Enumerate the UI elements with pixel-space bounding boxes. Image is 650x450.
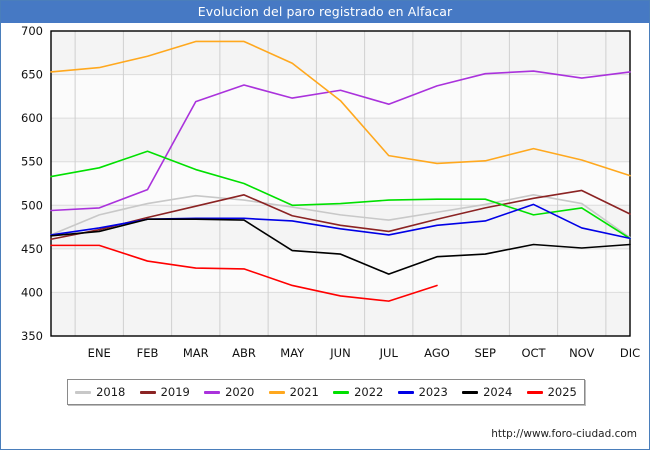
legend-item-label: 2021 [289,385,319,399]
chart-legend: 2018 2019 2020 2021 2022 2023 2024 2025 [67,379,585,405]
legend-item-2024[interactable]: 2024 [462,385,512,399]
x-axis-tick-label: AGO [424,346,450,360]
y-axis-tick-label: 400 [21,285,43,299]
x-axis-tick-label: NOV [569,346,594,360]
legend-item-label: 2020 [225,385,255,399]
legend-color-swatch-icon [526,390,543,394]
legend-item-label: 2024 [483,385,513,399]
legend-item-2021[interactable]: 2021 [268,385,319,399]
legend-item-2025[interactable]: 2025 [526,385,577,399]
legend-color-swatch-icon [397,390,414,394]
legend-item-label: 2022 [354,385,384,399]
y-axis-tick-label: 600 [21,111,43,125]
legend-color-swatch-icon [462,390,479,394]
legend-item-2022[interactable]: 2022 [333,385,383,399]
legend-color-swatch-icon [333,390,350,394]
y-axis-tick-label: 450 [21,242,43,256]
y-axis-tick-label: 650 [21,68,43,82]
line-chart: 350 400 450 500 550 600 650 700 ENE FEB MAR ABR MAY J… [21,24,640,360]
legend-color-swatch-icon [139,390,156,394]
source-url: http://www.foro-ciudad.com [491,428,637,440]
legend-item-2023[interactable]: 2023 [397,385,448,399]
x-axis-tick-label: ENE [88,346,111,360]
legend-item-2018[interactable]: 2018 [75,385,125,399]
page-title: Evolucion del paro registrado en Alfacar [1,1,649,23]
legend-item-label: 2019 [160,385,190,399]
legend-color-swatch-icon [75,390,92,394]
plot-band [51,292,630,336]
plot-area: 350 400 450 500 550 600 650 700 ENE FEB MAR ABR MAY J… [1,23,649,428]
plot-border [50,30,631,337]
series-line-2022 [50,150,631,240]
series-line-2020 [50,70,631,212]
plot-band [51,118,630,162]
legend-color-swatch-icon [204,390,221,394]
legend-item-label: 2025 [547,385,577,399]
y-axis-tick-label: 550 [21,155,43,169]
x-axis-tick-label: OCT [521,346,546,360]
legend-item-2019[interactable]: 2019 [139,385,190,399]
x-axis-tick-label: FEB [137,346,159,360]
x-axis-tick-label: JUN [329,346,350,360]
series-line-2024 [50,218,631,275]
legend-item-2020[interactable]: 2020 [204,385,254,399]
series-line-2021 [50,40,631,177]
x-axis-tick-label: MAR [183,346,209,360]
x-axis-tick-label: SEP [474,346,496,360]
y-axis-tick-label: 350 [21,329,43,343]
y-axis-tick-label: 700 [21,24,43,38]
legend-color-swatch-icon [268,390,285,394]
legend-item-label: 2018 [96,385,126,399]
plot-background [51,31,630,336]
plot-band [51,205,630,249]
series-line-2019 [50,189,631,241]
x-axis-tick-label: MAY [280,346,305,360]
plot-band [51,31,630,75]
series-line-2018 [50,194,631,239]
y-axis-tick-label: 500 [21,198,43,212]
legend-item-label: 2023 [418,385,448,399]
series-line-2025 [50,244,438,302]
x-axis-tick-label: ABR [232,346,256,360]
x-axis-tick-label: JUL [379,346,399,360]
x-axis-tick-label: DIC [620,346,640,360]
